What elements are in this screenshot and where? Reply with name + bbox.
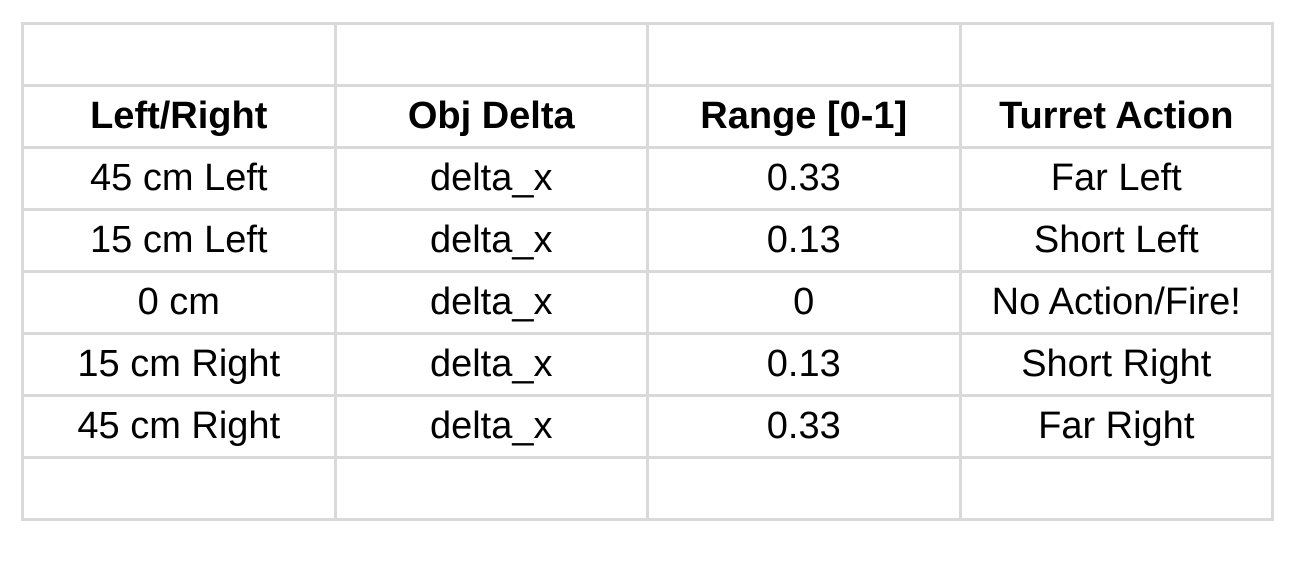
table-cell[interactable]: 45 cm Right bbox=[21, 394, 337, 459]
empty-row-bottom bbox=[21, 456, 1274, 521]
table-row: 45 cm Left delta_x 0.33 Far Left bbox=[21, 146, 1274, 211]
table-cell[interactable]: Short Left bbox=[958, 208, 1274, 273]
table-cell[interactable]: 0 cm bbox=[21, 270, 337, 335]
table-cell[interactable]: Far Right bbox=[958, 394, 1274, 459]
empty-cell[interactable] bbox=[958, 22, 1274, 87]
table-cell[interactable]: delta_x bbox=[333, 332, 649, 397]
table-cell[interactable]: 15 cm Left bbox=[21, 208, 337, 273]
table-cell[interactable]: 0.13 bbox=[646, 332, 962, 397]
table-cell[interactable]: 0.13 bbox=[646, 208, 962, 273]
empty-cell[interactable] bbox=[21, 456, 337, 521]
header-cell-obj-delta[interactable]: Obj Delta bbox=[333, 84, 649, 149]
table-cell[interactable]: delta_x bbox=[333, 146, 649, 211]
table-cell[interactable]: delta_x bbox=[333, 208, 649, 273]
table-row: 0 cm delta_x 0 No Action/Fire! bbox=[21, 270, 1274, 335]
table-cell[interactable]: delta_x bbox=[333, 270, 649, 335]
table-cell[interactable]: No Action/Fire! bbox=[958, 270, 1274, 335]
empty-cell[interactable] bbox=[333, 456, 649, 521]
empty-cell[interactable] bbox=[333, 22, 649, 87]
table-cell[interactable]: 0.33 bbox=[646, 394, 962, 459]
empty-row-top bbox=[21, 22, 1274, 87]
table-row: 15 cm Right delta_x 0.13 Short Right bbox=[21, 332, 1274, 397]
table-cell[interactable]: 45 cm Left bbox=[21, 146, 337, 211]
table-cell[interactable]: 15 cm Right bbox=[21, 332, 337, 397]
header-cell-turret-action[interactable]: Turret Action bbox=[958, 84, 1274, 149]
header-row: Left/Right Obj Delta Range [0-1] Turret … bbox=[21, 84, 1274, 149]
table-cell[interactable]: Far Left bbox=[958, 146, 1274, 211]
empty-cell[interactable] bbox=[958, 456, 1274, 521]
empty-cell[interactable] bbox=[21, 22, 337, 87]
header-cell-range[interactable]: Range [0-1] bbox=[646, 84, 962, 149]
table-row: 15 cm Left delta_x 0.13 Short Left bbox=[21, 208, 1274, 273]
header-cell-left-right[interactable]: Left/Right bbox=[21, 84, 337, 149]
table-cell[interactable]: 0.33 bbox=[646, 146, 962, 211]
table-cell[interactable]: 0 bbox=[646, 270, 962, 335]
empty-cell[interactable] bbox=[646, 456, 962, 521]
table-cell[interactable]: Short Right bbox=[958, 332, 1274, 397]
table-cell[interactable]: delta_x bbox=[333, 394, 649, 459]
table-row: 45 cm Right delta_x 0.33 Far Right bbox=[21, 394, 1274, 459]
data-table: Left/Right Obj Delta Range [0-1] Turret … bbox=[21, 22, 1274, 521]
empty-cell[interactable] bbox=[646, 22, 962, 87]
